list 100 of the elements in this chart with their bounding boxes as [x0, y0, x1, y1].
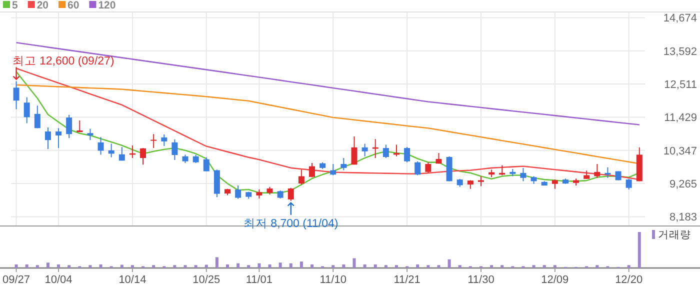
bar [88, 265, 92, 268]
candlestick [150, 134, 157, 149]
legend: 거래량 [652, 229, 691, 241]
x-tick-label: 11/01 [246, 274, 273, 286]
y-tick-label: 9,265 [669, 178, 697, 191]
bar [332, 265, 335, 268]
bar [638, 232, 641, 268]
x-tick-label: 12/20 [615, 274, 643, 286]
candlestick [108, 143, 114, 158]
legend-label: 20 [36, 0, 49, 12]
candlestick [552, 179, 558, 190]
candlestick [235, 185, 242, 200]
y-tick-label: 8,183 [669, 212, 697, 224]
candlestick [161, 134, 168, 147]
annotation: 최저 8,700 (11/04) [243, 218, 338, 230]
bar [490, 265, 494, 268]
y-tick-label: 12,511 [664, 79, 697, 92]
candlestick [140, 148, 146, 166]
bar [416, 264, 420, 268]
y-tick-label: 10,347 [663, 145, 697, 158]
bar [194, 265, 198, 268]
x-tick-label: 10/04 [44, 274, 72, 286]
bar [532, 265, 536, 268]
bar [310, 264, 314, 268]
bar [394, 265, 398, 268]
legend-label: 거래량 [658, 229, 691, 241]
bar [268, 264, 272, 268]
bar [542, 265, 546, 268]
candlestick [351, 136, 358, 166]
bar [627, 265, 630, 268]
annotation: 최고 12,600 (09/27) [12, 55, 114, 68]
candlestick [34, 105, 40, 129]
candlestick [44, 126, 51, 150]
candlestick [520, 167, 526, 182]
candlestick [203, 156, 210, 172]
candlestick [172, 138, 178, 160]
bar [173, 265, 176, 268]
bar [184, 265, 187, 268]
bar [130, 265, 134, 268]
y-tick-label: 13,592 [663, 46, 697, 58]
bar [458, 265, 462, 268]
candlestick [118, 146, 125, 162]
candlestick [362, 143, 368, 157]
bar [374, 264, 377, 268]
bar [46, 262, 50, 268]
candlestick [340, 158, 347, 171]
bar [68, 265, 71, 268]
candlestick [87, 128, 94, 141]
bar [215, 257, 218, 268]
candlestick [404, 146, 410, 163]
bar [384, 265, 388, 268]
candlestick [626, 178, 632, 190]
bar [500, 265, 504, 268]
bar [57, 264, 60, 268]
candlestick [425, 162, 432, 174]
candlestick [298, 169, 304, 186]
candlestick [98, 136, 104, 156]
bar [226, 264, 230, 268]
candlestick [288, 187, 294, 202]
bar [258, 263, 261, 268]
candlestick [214, 169, 220, 198]
x-tick-label: 12/09 [541, 274, 569, 286]
bar [363, 264, 366, 268]
bar [36, 265, 39, 268]
x-tick-label: 09/27 [2, 274, 30, 286]
bar [152, 265, 156, 268]
bar [236, 263, 240, 268]
candlestick [414, 160, 421, 176]
bar [25, 264, 28, 268]
bar [204, 264, 208, 268]
bar [300, 262, 303, 268]
bar [437, 265, 440, 268]
candlestick [309, 162, 315, 178]
x-tick-label: 11/21 [394, 274, 420, 286]
candlestick [13, 80, 20, 110]
candlestick [499, 164, 506, 176]
bar [99, 264, 102, 268]
y-tick-label: 14,674 [663, 12, 697, 25]
bar [553, 265, 556, 268]
bar [14, 264, 18, 268]
candlestick [478, 176, 484, 187]
bar [247, 265, 250, 268]
x-tick-label: 11/10 [320, 274, 346, 286]
x-tick-label: 11/30 [468, 274, 494, 286]
candlestick [594, 163, 600, 178]
bar [448, 259, 451, 268]
candlestick [330, 163, 336, 176]
candlestick [382, 144, 389, 158]
candlestick [393, 144, 400, 157]
bar [342, 264, 346, 268]
candlestick [56, 128, 62, 149]
legend-label: 60 [68, 0, 80, 12]
candlestick [604, 166, 611, 178]
bar [426, 265, 430, 268]
y-tick-label: 11,429 [664, 112, 697, 124]
bar [278, 262, 282, 268]
x-tick-label: 10/14 [118, 274, 146, 286]
x-tick-label: 10/25 [192, 274, 220, 286]
legend-label: 5 [12, 0, 18, 12]
bar [596, 265, 599, 268]
